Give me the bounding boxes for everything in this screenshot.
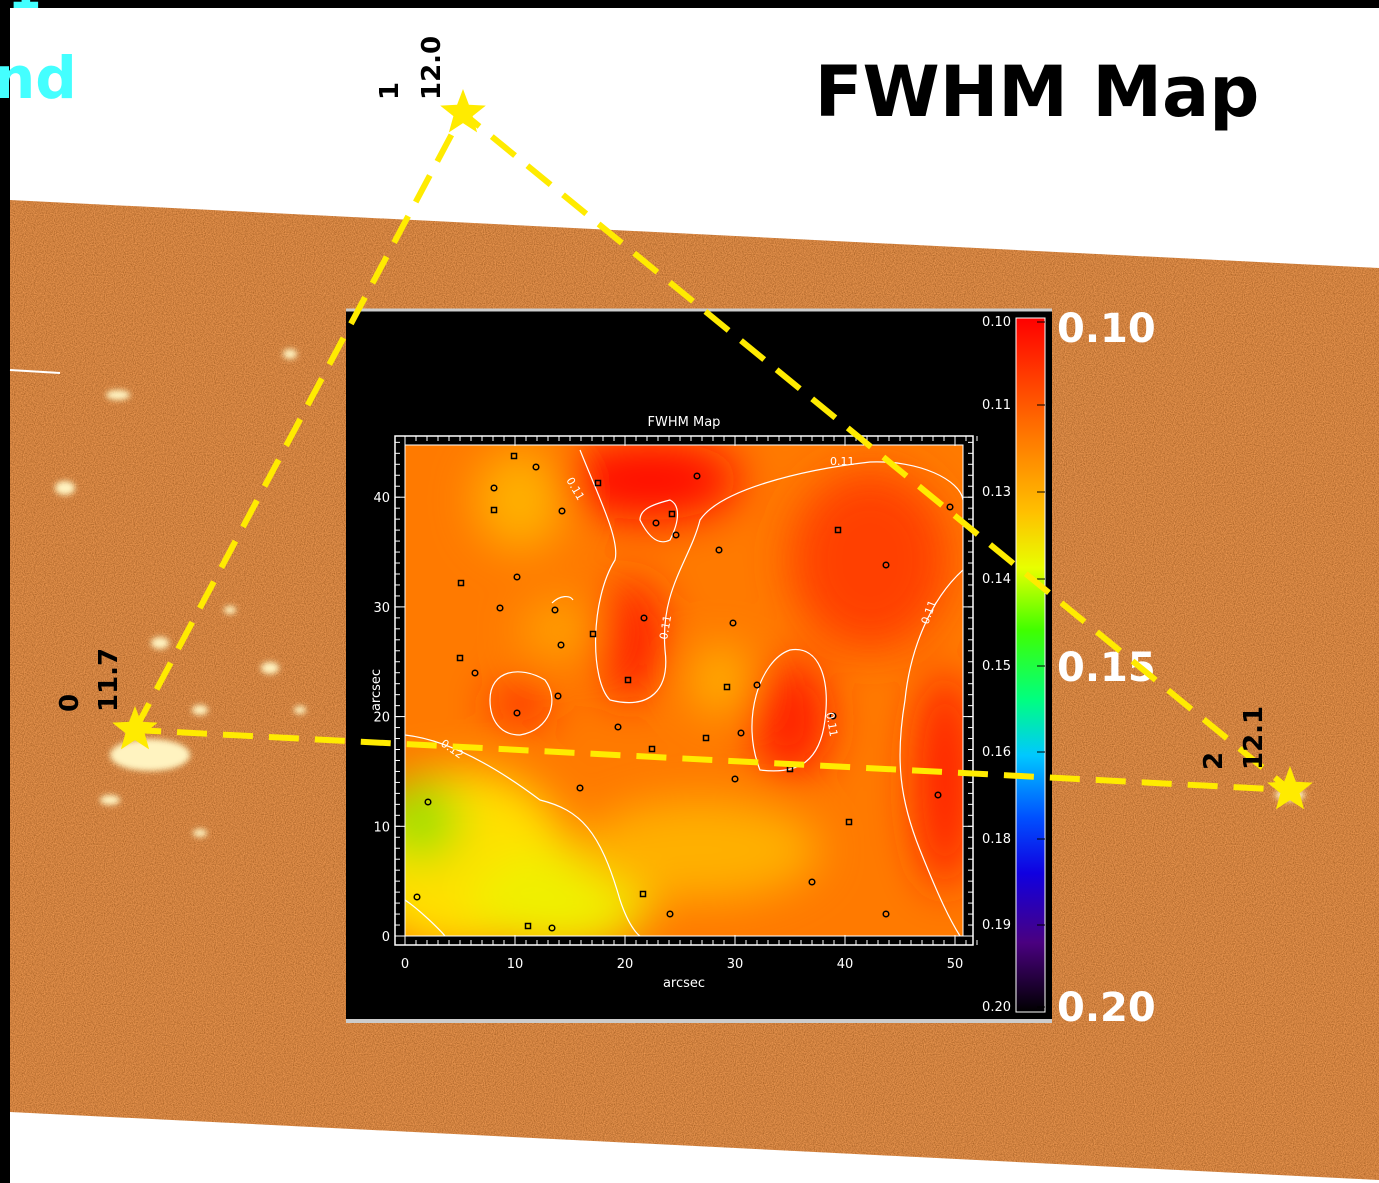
x-tick-label: 0 xyxy=(401,957,409,972)
left-border xyxy=(0,0,10,1183)
contour-map xyxy=(350,440,975,950)
colorbar-tick-label: 0.20 xyxy=(982,1000,1011,1015)
corner-label: nd xyxy=(0,44,77,112)
top-border xyxy=(0,0,1379,8)
y-tick-label: 30 xyxy=(373,601,390,616)
colorbar-tick-label: 0.10 xyxy=(982,315,1011,330)
scale-label: 0.10 xyxy=(1057,306,1156,352)
x-tick-label: 40 xyxy=(837,957,854,972)
star-magnitude: 12.0 xyxy=(417,36,447,100)
colorbar-tick-label: 0.15 xyxy=(982,659,1011,674)
scale-label: 0.20 xyxy=(1057,985,1156,1031)
y-tick-label: 40 xyxy=(373,491,390,506)
page: {"corner_label": {"line1": "1", "line2":… xyxy=(0,0,1379,1183)
inset-panel: FWHM Map arcsec arcsec 0.11 0.11 0.11 0.… xyxy=(346,310,1052,1022)
x-tick-label: 50 xyxy=(947,957,964,972)
colorbar-tick-label: 0.14 xyxy=(982,572,1011,587)
corner-label: 1 xyxy=(8,0,41,20)
star-magnitude: 12.1 xyxy=(1239,706,1269,770)
colorbar-tick-label: 0.19 xyxy=(982,918,1011,933)
star-id: 2 xyxy=(1199,752,1229,770)
y-tick-label: 10 xyxy=(373,820,390,835)
y-tick-label: 20 xyxy=(373,711,390,726)
colorbar-tick-label: 0.13 xyxy=(982,485,1011,500)
x-axis-label: arcsec xyxy=(663,976,705,991)
x-tick-label: 30 xyxy=(727,957,744,972)
inset-title: FWHM Map xyxy=(648,415,721,430)
x-tick-label: 10 xyxy=(507,957,524,972)
y-tick-label: 0 xyxy=(382,930,390,945)
scene: 1 nd FWHM Map xyxy=(0,0,1379,1183)
colorbar xyxy=(1016,318,1045,1012)
colorbar-tick-label: 0.16 xyxy=(982,745,1011,760)
title: FWHM Map xyxy=(815,51,1260,133)
y-axis-label: arcsec xyxy=(369,669,384,711)
x-tick-label: 20 xyxy=(617,957,634,972)
colorbar-tick-label: 0.11 xyxy=(982,398,1011,413)
star-magnitude: 11.7 xyxy=(94,648,124,712)
star-id: 1 xyxy=(375,82,405,100)
contour-label: 0.11 xyxy=(830,455,855,468)
colorbar-tick-label: 0.18 xyxy=(982,832,1011,847)
star-id: 0 xyxy=(55,694,85,712)
